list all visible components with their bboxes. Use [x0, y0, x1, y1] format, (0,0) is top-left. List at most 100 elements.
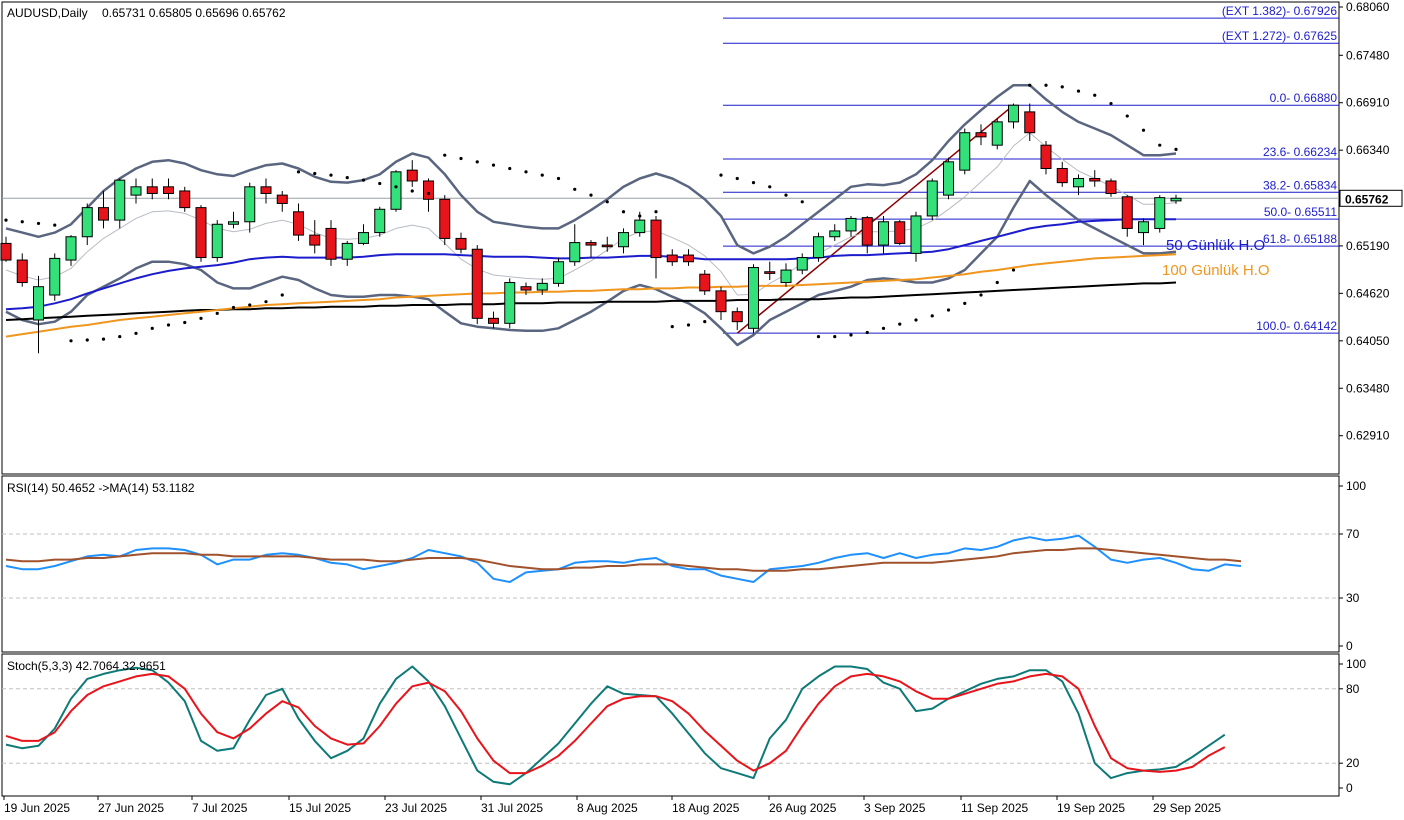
candle-body: [926, 180, 938, 217]
candle-body: [1154, 197, 1166, 229]
sar-dot: [280, 293, 284, 297]
ma50-annotation: 50 Günlük H.O: [1166, 237, 1265, 254]
sar-dot: [963, 301, 967, 305]
sar-dot: [898, 322, 902, 326]
candle-body: [439, 198, 451, 239]
candle-body: [81, 207, 93, 238]
main-header-symbol: AUDUSD,Daily: [7, 6, 88, 20]
candle-body: [553, 261, 564, 284]
candle-body: [829, 230, 841, 238]
stoch-header: Stoch(5,3,3) 42.7064 32.9651: [7, 659, 166, 673]
stoch-panel[interactable]: [1, 653, 1340, 797]
fib-label: 50.0- 0.65511: [1264, 205, 1337, 219]
stoch-tick-label: 80: [1346, 682, 1360, 696]
price-tick-label: 0.68060: [1346, 0, 1390, 14]
main-panel[interactable]: [1, 1, 1340, 475]
candle-body: [1105, 180, 1117, 194]
sar-dot: [573, 187, 577, 191]
price-tick-label: 0.66910: [1346, 96, 1390, 110]
sar-dot: [134, 331, 138, 335]
sar-dot: [589, 193, 593, 197]
sar-dot: [946, 308, 951, 312]
date-tick-label: 31 Jul 2025: [481, 801, 543, 815]
sar-dot: [443, 153, 447, 157]
candle-body: [49, 257, 61, 296]
sar-dot: [199, 316, 203, 320]
sar-dot: [53, 223, 57, 227]
ma100-line: [5, 253, 1177, 338]
sar-dot: [914, 318, 918, 322]
candle-body: [1040, 144, 1052, 169]
candle-body: [780, 269, 792, 284]
candle-body: [618, 232, 629, 248]
candle-body: [260, 186, 272, 194]
sar-dot: [1011, 268, 1016, 272]
rsi-tick-label: 70: [1346, 527, 1360, 541]
candle-body: [98, 207, 109, 221]
sar-dot: [670, 325, 674, 329]
candle-body: [374, 208, 386, 234]
sar-dot: [36, 221, 41, 226]
sar-dot: [995, 280, 999, 285]
fib-label: 38.2- 0.65834: [1263, 178, 1337, 192]
sar-dot: [1076, 89, 1081, 93]
candle-body: [748, 267, 759, 329]
sar-dot: [719, 173, 723, 177]
sar-dot: [491, 163, 496, 167]
rsi-line: [5, 534, 1242, 583]
date-tick-label: 26 Aug 2025: [769, 801, 837, 815]
sar-dot: [703, 320, 707, 324]
sar-dot: [638, 214, 642, 218]
candle-body: [423, 180, 434, 200]
sar-dot: [4, 218, 8, 222]
sar-dot: [1174, 147, 1178, 151]
rsi-line: [5, 547, 1242, 572]
sar-dot: [605, 200, 609, 204]
candle-body: [390, 171, 402, 210]
rsi-header: RSI(14) 50.4652 ->MA(14) 53.1182: [7, 481, 195, 495]
candle-body: [211, 223, 223, 259]
candle-body: [1008, 104, 1019, 123]
price-tick-label: 0.65762: [1345, 192, 1389, 206]
sar-dot: [1044, 83, 1048, 87]
candle-body: [1073, 177, 1084, 188]
sar-dot: [816, 335, 821, 339]
candle-body: [699, 273, 711, 292]
candle-body: [715, 290, 727, 313]
candle-body: [683, 254, 694, 263]
candle-body: [910, 215, 922, 254]
current-price-box: [1339, 189, 1403, 207]
date-tick-label: 11 Sep 2025: [961, 801, 1028, 815]
date-tick-label: 19 Sep 2025: [1057, 801, 1125, 815]
date-tick-label: 23 Jul 2025: [385, 801, 447, 815]
fib-label: 100.0- 0.64142: [1256, 319, 1337, 333]
sar-dot: [524, 170, 528, 174]
bollinger-upper: [5, 83, 1177, 255]
candle-body: [16, 259, 28, 284]
price-tick-label: 0.64620: [1346, 286, 1390, 300]
sar-dot: [784, 193, 788, 197]
sar-dot: [150, 326, 154, 330]
sar-dot: [881, 326, 886, 330]
bollinger-lower: [5, 179, 1177, 347]
sar-dot: [361, 178, 366, 182]
sar-dot: [183, 320, 187, 325]
sar-dot: [751, 181, 756, 185]
price-tick-label: 0.65190: [1346, 239, 1390, 253]
sar-dot: [459, 156, 463, 161]
fib-label: (EXT 1.272)- 0.67625: [1222, 29, 1338, 43]
sar-dot: [508, 166, 512, 171]
rsi-tick-label: 30: [1346, 591, 1360, 605]
price-series: (EXT 1.382)- 0.67926 (EXT 1.272)- 0.67625…: [0, 4, 1339, 354]
ma50-line: [5, 218, 1176, 311]
price-tick-label: 0.67480: [1346, 48, 1390, 62]
candle-body: [293, 211, 304, 236]
candle-body: [341, 242, 353, 260]
candle-body: [65, 236, 77, 261]
candle-body: [943, 161, 954, 196]
sar-dot: [378, 181, 382, 186]
candle-body: [455, 237, 467, 250]
sar-dot: [800, 200, 804, 204]
sar-dot: [686, 323, 691, 327]
